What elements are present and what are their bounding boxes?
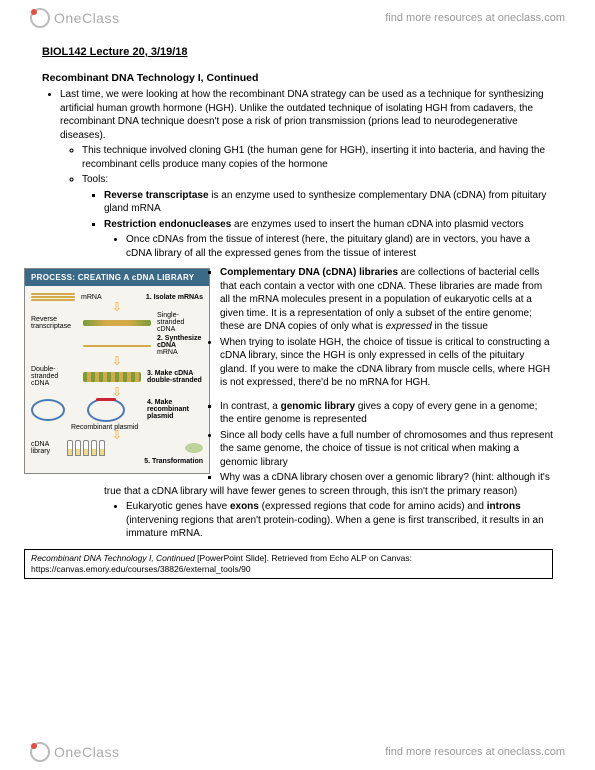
text: (intervening regions that aren't protein… xyxy=(126,515,544,540)
list-item: Once cDNAs from the tissue of interest (… xyxy=(126,233,553,260)
text: CREATING A cDNA LIBRARY xyxy=(78,273,195,282)
term: exons xyxy=(230,501,259,512)
brand-logo: OneClass xyxy=(30,8,119,28)
bacteria-icon xyxy=(185,443,203,453)
term: Reverse transcriptase xyxy=(104,190,209,201)
section-heading: Recombinant DNA Technology I, Continued xyxy=(42,72,553,84)
header-link[interactable]: find more resources at oneclass.com xyxy=(385,12,565,24)
list-item: Why was a cDNA library chosen over a gen… xyxy=(104,471,553,498)
text: are enzymes used to insert the human cDN… xyxy=(231,219,523,230)
intro-item: Last time, we were looking at how the re… xyxy=(60,88,553,142)
text-italic: expressed xyxy=(386,321,432,332)
step-label: 1. Isolate mRNAs xyxy=(146,294,203,301)
label: mRNA xyxy=(81,294,102,301)
text: in the tissue xyxy=(432,321,488,332)
logo-icon xyxy=(30,742,50,762)
document-content: BIOL142 Lecture 20, 3/19/18 Recombinant … xyxy=(0,36,595,579)
text: (expressed regions that code for amino a… xyxy=(259,501,487,512)
main-list: Last time, we were looking at how the re… xyxy=(42,88,553,260)
plasmid-icon xyxy=(31,399,65,421)
term: Complementary DNA (cDNA) libraries xyxy=(220,267,398,278)
text: In contrast, a xyxy=(220,401,281,412)
page-footer: OneClass find more resources at oneclass… xyxy=(0,734,595,770)
label: cDNA library xyxy=(31,441,61,455)
diagram-title: PROCESS: CREATING A cDNA LIBRARY xyxy=(25,269,209,286)
arrow-down-icon: ⇩ xyxy=(31,432,203,439)
text: PROCESS: xyxy=(31,273,75,282)
page-header: OneClass find more resources at oneclass… xyxy=(0,0,595,36)
brand-name: OneClass xyxy=(54,744,119,760)
label: Reverse transcriptase xyxy=(31,316,77,330)
arrow-down-icon: ⇩ xyxy=(31,389,203,396)
arrow-down-icon: ⇩ xyxy=(31,358,203,365)
text: Eukaryotic genes have xyxy=(126,501,230,512)
list-item: This technique involved cloning GH1 (the… xyxy=(82,144,553,171)
recombinant-plasmid-icon xyxy=(87,398,125,422)
label: mRNA xyxy=(157,349,203,356)
label: Double-stranded cDNA xyxy=(31,366,77,387)
list-item: Restriction endonucleases are enzymes us… xyxy=(104,218,553,232)
term: Restriction endonucleases xyxy=(104,219,231,230)
logo-icon xyxy=(30,8,50,28)
arrow-down-icon: ⇩ xyxy=(31,304,203,311)
diagram-body: mRNA 1. Isolate mRNAs ⇩ Reverse transcri… xyxy=(25,286,209,473)
step-label: 5. Transformation xyxy=(144,458,203,465)
brand-name: OneClass xyxy=(54,10,119,26)
tubes-icon xyxy=(67,440,105,456)
footer-link[interactable]: find more resources at oneclass.com xyxy=(385,746,565,758)
citation-title: Recombinant DNA Technology I, Continued xyxy=(31,553,195,563)
step-label: 2. Synthesize cDNA xyxy=(157,335,203,349)
list-item: Tools: xyxy=(82,173,553,187)
cdna-library-diagram: PROCESS: CREATING A cDNA LIBRARY mRNA 1.… xyxy=(24,268,210,474)
step-label: 4. Make recombinant plasmid xyxy=(147,399,203,420)
brand-logo: OneClass xyxy=(30,742,119,762)
citation-box: Recombinant DNA Technology I, Continued … xyxy=(24,549,553,579)
term: introns xyxy=(487,501,521,512)
list-item: Reverse transcriptase is an enzyme used … xyxy=(104,189,553,216)
list-item: Eukaryotic genes have exons (expressed r… xyxy=(126,500,553,541)
page-title: BIOL142 Lecture 20, 3/19/18 xyxy=(42,46,553,58)
term: genomic library xyxy=(281,401,355,412)
label: Recombinant plasmid xyxy=(71,424,203,431)
label: Single-stranded cDNA xyxy=(157,312,203,333)
step-label: 3. Make cDNA double-stranded xyxy=(147,370,203,384)
